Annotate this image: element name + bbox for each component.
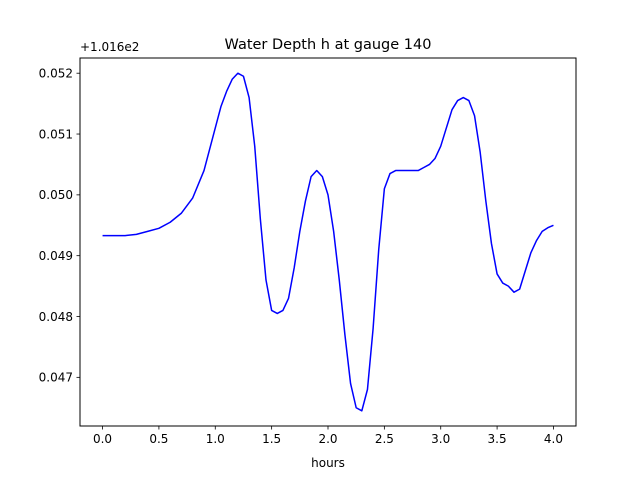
- y-tick-label-2: 0.049: [39, 249, 73, 263]
- plot-area: 0.0 0.5 1.0 1.5 2.0 2.5 3.0 3.5 4.0 0.047 0.048 0.0…: [39, 57, 577, 446]
- y-tick-label-3: 0.050: [39, 188, 73, 202]
- x-tick-label-1: 0.5: [149, 432, 168, 446]
- chart-title: Water Depth h at gauge 140: [225, 37, 432, 53]
- x-tick-label-4: 2.0: [318, 432, 337, 446]
- x-tick-label-0: 0.0: [93, 432, 112, 446]
- x-tick-label-7: 3.5: [488, 432, 507, 446]
- x-tick-label-5: 2.5: [375, 432, 394, 446]
- x-tick-label-3: 1.5: [262, 432, 281, 446]
- y-tick-label-1: 0.048: [39, 310, 73, 324]
- y-tick-label-4: 0.051: [39, 127, 73, 141]
- x-tick-label-6: 3.0: [431, 432, 450, 446]
- series-line-0: [102, 72, 554, 412]
- x-tick-label-8: 4.0: [544, 432, 563, 446]
- y-axis-offset-label: +1.016e2: [80, 40, 139, 54]
- y-tick-label-5: 0.052: [39, 67, 73, 81]
- y-tick-label-0: 0.047: [39, 371, 73, 385]
- x-axis-label: hours: [311, 456, 345, 470]
- x-tick-label-2: 1.0: [206, 432, 225, 446]
